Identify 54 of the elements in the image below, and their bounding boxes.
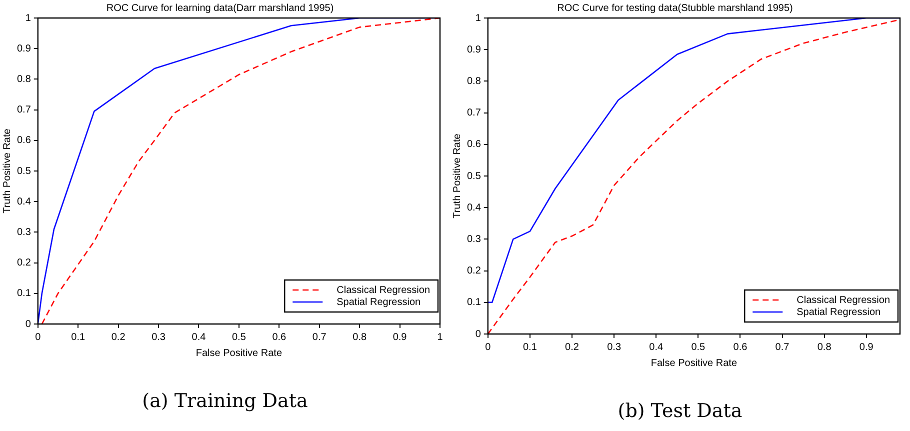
y-tick-label: 0.7 (16, 104, 32, 116)
y-tick-label: 0.9 (16, 43, 32, 54)
x-tick-label: 0.5 (691, 342, 706, 353)
x-tick-label: 0.6 (272, 332, 287, 343)
x-tick-label: 0.8 (352, 332, 367, 343)
y-axis-title: Truth Positive Rate (2, 128, 13, 214)
y-tick-label: 0.1 (16, 288, 32, 300)
x-tick-label: 0.3 (152, 332, 166, 343)
x-tick-label: 0.3 (607, 342, 622, 353)
y-tick-label: 0.7 (466, 108, 482, 119)
x-tick-label: 0.2 (565, 342, 580, 353)
text: (b) Test Data (616, 400, 744, 422)
x-axis-title: False Positive Rate (650, 358, 738, 369)
x-tick-label: 0.5 (232, 332, 246, 343)
y-tick-label: 0.9 (466, 44, 482, 56)
x-tick-label: 0.9 (392, 332, 408, 343)
y-tick-label: 0.4 (466, 202, 482, 214)
y-tick-label: 0.3 (466, 234, 482, 245)
legend-label: Spatial Regression (796, 306, 881, 318)
chart-title: ROC Curve for learning data(Darr marshland 1995) (106, 2, 334, 14)
x-tick-label: 0.8 (817, 342, 832, 353)
y-tick-label: 0.8 (466, 76, 482, 87)
x-tick-label: 0.1 (523, 342, 538, 353)
y-tick-label: 0.3 (16, 226, 32, 238)
y-tick-label: 0.2 (16, 258, 32, 269)
x-tick-label: 0.7 (775, 342, 790, 353)
x-tick-label: 0.9 (859, 342, 874, 353)
y-tick-label: 0 (25, 318, 32, 330)
y-tick-label: 0.6 (16, 135, 32, 146)
y-tick-label: 1 (25, 12, 32, 24)
legend-label: Classical Regression (796, 294, 890, 306)
y-tick-label: 0.2 (466, 266, 482, 277)
y-tick-label: 0.8 (16, 74, 32, 85)
x-tick-label: 0.4 (649, 342, 664, 353)
x-axis-title: False Positive Rate (196, 348, 282, 359)
legend-label: Classical Regression (336, 284, 430, 296)
y-tick-label: 1 (475, 12, 482, 24)
y-tick-label: 0.4 (16, 196, 32, 208)
x-tick-label: 1 (437, 332, 444, 343)
y-tick-label: 0.6 (466, 139, 482, 150)
x-tick-label: 0.1 (71, 332, 86, 343)
x-tick-label: 0.7 (312, 332, 327, 343)
chart-title: ROC Curve for testing data(Stubble marshland 1995) (557, 2, 793, 14)
x-tick-label: 0 (485, 342, 492, 353)
y-tick-label: 0.5 (466, 170, 482, 182)
y-tick-label: 0.1 (466, 297, 482, 308)
y-axis-title: Truth Positive Rate (452, 133, 463, 218)
x-tick-label: 0.4 (192, 332, 206, 343)
y-tick-label: 0.5 (16, 166, 32, 177)
x-tick-label: 0.6 (733, 342, 748, 353)
x-tick-label: 0.2 (111, 332, 126, 343)
x-tick-label: 0 (35, 332, 42, 343)
legend-label: Spatial Regression (336, 296, 421, 308)
text: (a) Training Data (141, 390, 309, 412)
